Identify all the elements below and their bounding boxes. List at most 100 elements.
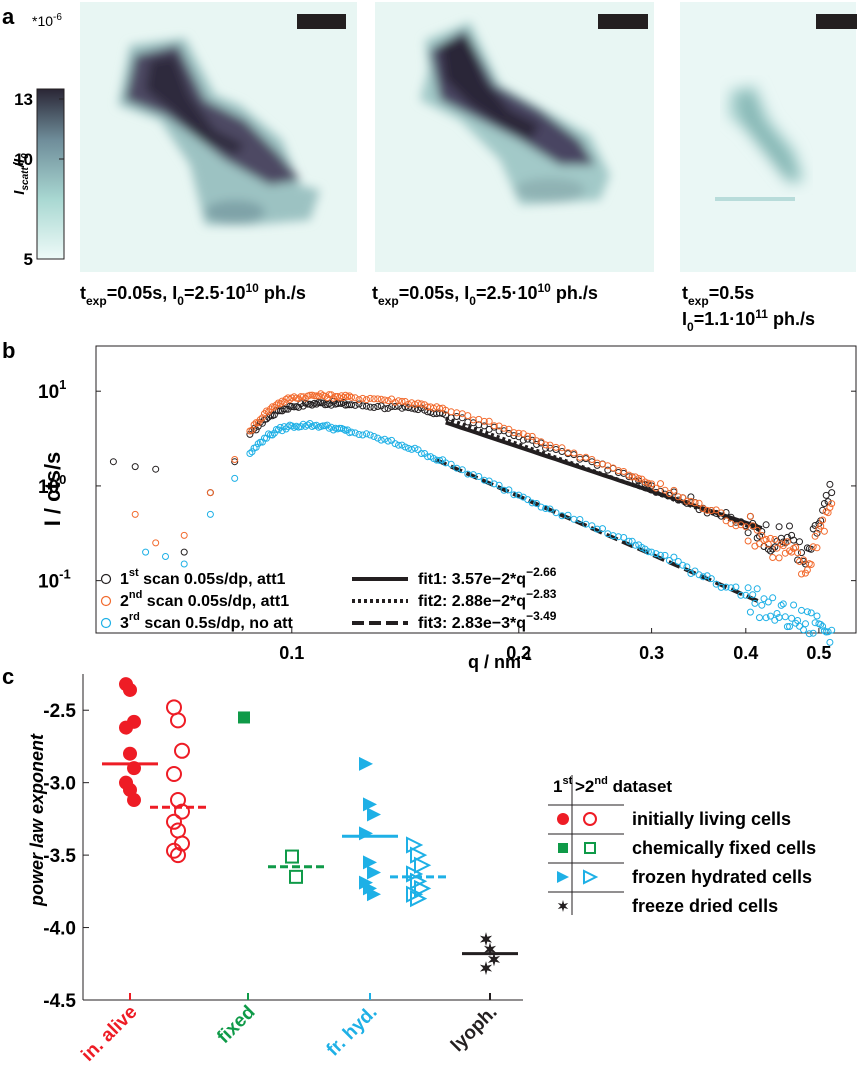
series-2 (131, 390, 836, 578)
data-point (794, 556, 802, 564)
plot-c-ytick-label: -4.5 (43, 991, 76, 1012)
plot-b-ytick-label: 10-1 (38, 567, 71, 593)
data-point (657, 551, 664, 559)
data-point (363, 430, 370, 438)
data-point (691, 567, 699, 575)
data-point (811, 532, 819, 540)
data-point (783, 533, 791, 541)
data-point (762, 614, 770, 622)
data-point (424, 408, 432, 416)
group-in-alive-second (166, 699, 190, 864)
data-point (505, 486, 513, 494)
data-point (278, 427, 286, 435)
data-marker (166, 699, 182, 716)
data-point (783, 538, 791, 546)
category-label: fixed (213, 1002, 259, 1048)
legend-b-series-label: 2nd scan 0.05s/dp, att1 (120, 589, 289, 610)
data-point (819, 516, 827, 524)
data-point (593, 459, 601, 467)
data-point (828, 500, 836, 508)
data-point (359, 402, 367, 410)
data-point (546, 505, 554, 513)
data-point (717, 512, 725, 520)
data-point (447, 408, 455, 416)
data-marker (174, 803, 190, 820)
plot-b-xlabel: q / nm-1 (468, 649, 532, 672)
data-point (822, 491, 830, 499)
data-point (732, 522, 740, 530)
plot-b-xtick-label: 0.4 (733, 643, 758, 663)
group-lyoph--first (479, 932, 501, 976)
data-point (313, 392, 320, 400)
data-marker (359, 756, 373, 771)
data-point (348, 428, 355, 436)
data-point (717, 509, 725, 517)
data-point (809, 543, 817, 551)
data-point (796, 558, 803, 565)
data-point (404, 444, 412, 452)
data-point (648, 480, 656, 488)
caption-image-2: texp=0.05s, I0=2.5·1010 ph./s (372, 281, 598, 308)
data-point (391, 440, 399, 448)
data-point (436, 456, 444, 464)
data-point (614, 533, 622, 541)
category-label: fr. hyd. (323, 1002, 382, 1061)
data-point (272, 401, 280, 409)
data-point (304, 421, 312, 429)
data-point (348, 401, 355, 409)
colorbar: *10-6 13 10 5 Iscatt/I0 (11, 12, 65, 269)
data-point (819, 622, 827, 630)
data-point (807, 561, 815, 568)
data-point (485, 417, 493, 425)
data-point (363, 402, 370, 410)
data-marker (363, 797, 377, 812)
data-point (537, 503, 545, 511)
data-point (826, 480, 834, 488)
data-point (803, 566, 811, 574)
data-point (817, 522, 825, 530)
plot-b-xtick-label: 0.5 (806, 643, 831, 663)
data-point (737, 518, 745, 526)
data-point (411, 405, 419, 413)
scale-bar-2 (598, 14, 648, 29)
legend-row-label: freeze dried cells (632, 896, 778, 916)
data-point (533, 500, 541, 507)
data-point (817, 621, 825, 628)
data-point (458, 466, 466, 474)
category-label: lyoph. (447, 1002, 501, 1056)
power-law-exponent-chart: -2.5 -3.0 -3.5 -4.0 -4.5 in. alive fixed fr. h… (27, 674, 816, 1066)
data-point (670, 553, 678, 561)
data-point (366, 394, 374, 402)
data-point (652, 550, 660, 558)
data-point (564, 511, 572, 519)
data-point (327, 401, 335, 409)
colorbar-tick-label: 5 (24, 250, 33, 269)
data-point (679, 561, 687, 569)
data-point (661, 551, 669, 559)
data-point (712, 506, 720, 514)
data-point (737, 591, 745, 599)
data-point (732, 583, 740, 591)
legend-b-fit-label: fit2: 2.88e−2*q−2.83 (418, 587, 557, 610)
data-point (717, 583, 725, 591)
data-point (674, 493, 682, 501)
data-point (792, 543, 800, 551)
data-point (811, 619, 819, 627)
data-marker (359, 826, 373, 841)
data-point (800, 556, 807, 564)
colorbar-tick-label: 13 (14, 90, 33, 109)
data-point (558, 444, 566, 452)
data-point (366, 403, 374, 411)
data-point (453, 409, 461, 417)
data-point (231, 474, 239, 482)
series-1 (109, 397, 836, 568)
data-point (505, 425, 513, 433)
panel-c-letter: c (2, 664, 14, 689)
data-point (401, 443, 409, 451)
data-point (480, 422, 488, 430)
data-marker (127, 793, 141, 808)
data-point (665, 557, 673, 564)
data-point (712, 580, 720, 588)
data-point (691, 499, 699, 507)
data-point (258, 414, 266, 422)
